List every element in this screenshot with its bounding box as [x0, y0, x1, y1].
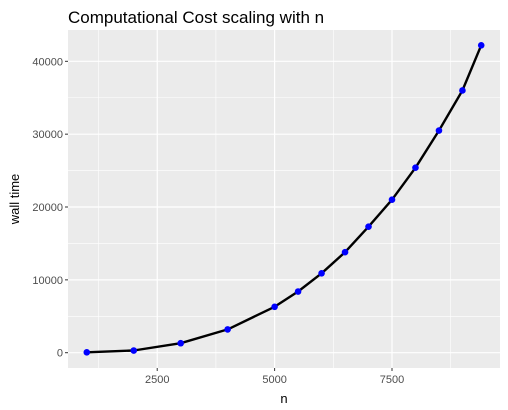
- x-axis-ticks: 2500 5000 7500: [145, 368, 404, 386]
- data-points: [83, 41, 485, 356]
- chart-title: Computational Cost scaling with n: [68, 8, 324, 27]
- y-axis-title: wall time: [7, 174, 22, 226]
- data-point: [459, 87, 466, 94]
- data-point: [83, 349, 91, 356]
- data-point: [294, 288, 302, 295]
- data-point: [224, 326, 231, 333]
- data-point: [130, 347, 138, 354]
- data-point: [477, 41, 485, 49]
- data-point: [177, 339, 184, 347]
- y-tick-label: 40000: [32, 56, 63, 68]
- x-tick-label: 7500: [380, 374, 404, 386]
- data-point: [341, 248, 349, 256]
- data-point: [318, 270, 325, 277]
- major-gridlines: [68, 30, 500, 368]
- y-tick-label: 0: [57, 348, 63, 360]
- data-point: [271, 303, 278, 311]
- x-tick-label: 2500: [145, 374, 169, 386]
- x-axis-title: n: [280, 391, 287, 406]
- data-point: [365, 223, 372, 230]
- y-tick-label: 30000: [32, 129, 63, 141]
- series-line-group: [85, 44, 483, 354]
- series-line: [85, 44, 483, 354]
- y-axis-ticks: 0 10000 20000 30000 40000: [32, 56, 68, 360]
- data-point: [412, 164, 419, 171]
- data-point: [388, 196, 396, 204]
- data-point: [435, 127, 443, 134]
- y-tick-label: 20000: [32, 202, 63, 214]
- plot-panel: [68, 30, 500, 368]
- y-tick-label: 10000: [32, 275, 63, 287]
- minor-gridlines: [68, 30, 500, 368]
- x-tick-label: 5000: [262, 374, 286, 386]
